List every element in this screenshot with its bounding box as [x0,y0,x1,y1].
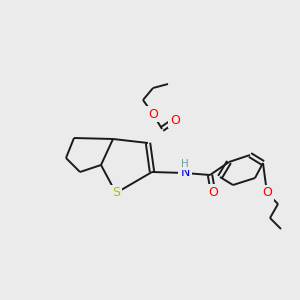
Text: N: N [180,167,190,179]
Text: O: O [148,107,158,121]
Text: O: O [170,113,180,127]
Text: O: O [208,185,218,199]
Text: S: S [112,187,120,200]
Text: H: H [181,159,189,169]
Text: O: O [262,187,272,200]
